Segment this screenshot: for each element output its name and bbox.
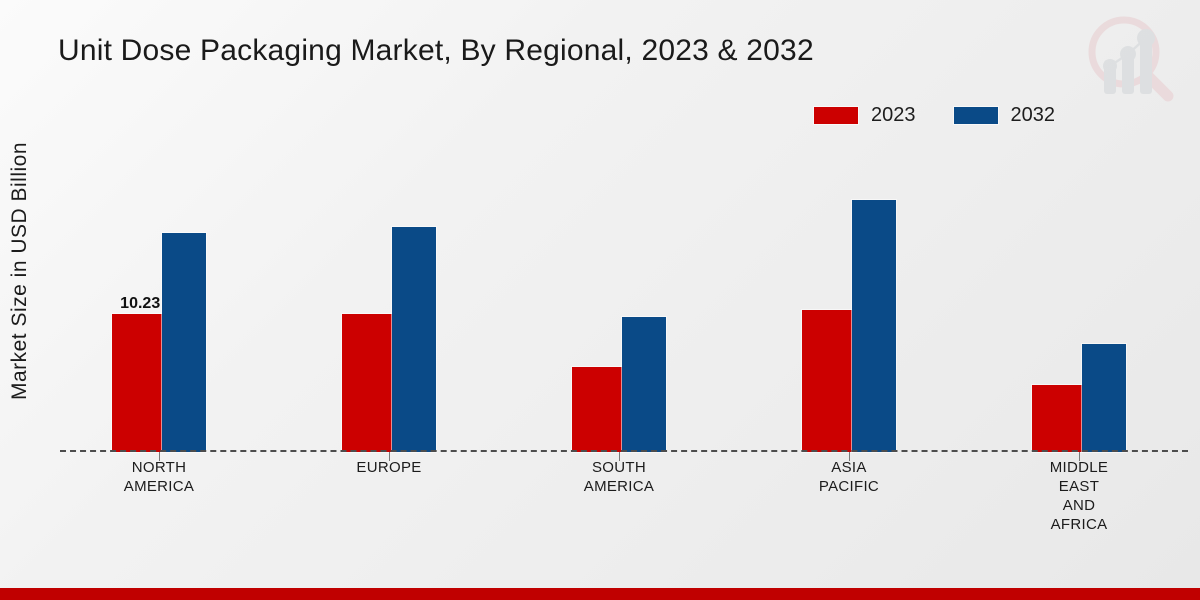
legend-swatch-2023	[814, 107, 858, 124]
bar-group	[964, 140, 1194, 461]
x-axis-baseline	[60, 450, 1188, 452]
bar-2032-south-america[interactable]	[622, 317, 666, 452]
legend-item-2023[interactable]: 2023	[814, 104, 916, 127]
page-title: Unit Dose Packaging Market, By Regional,…	[58, 34, 814, 67]
category-label-line: AFRICA	[1050, 516, 1108, 533]
category-label: NORTH AMERICA	[44, 458, 274, 534]
category-label-line: SOUTH	[592, 459, 646, 476]
legend-label-2023: 2023	[871, 104, 916, 126]
category-label-line: EAST	[1058, 478, 1100, 495]
category-label-line: NORTH	[131, 459, 187, 476]
category-label-line: AMERICA	[123, 478, 195, 495]
axis-tick	[1079, 452, 1080, 461]
axis-tick	[159, 452, 160, 461]
magnifier-bar-chart-logo	[1088, 16, 1174, 102]
bar-group: 10.23	[44, 140, 274, 461]
category-label-line: MIDDLE	[1049, 459, 1109, 476]
chart-legend: 2023 2032	[814, 104, 1055, 127]
category-label: SOUTH AMERICA	[504, 458, 734, 534]
category-label-line: PACIFIC	[818, 478, 880, 495]
bar-group	[734, 140, 964, 461]
category-label-line: AND	[1062, 497, 1096, 514]
bar-pair: 10.23	[112, 233, 206, 461]
legend-swatch-2032	[953, 107, 998, 124]
bar-2023-europe[interactable]	[342, 314, 392, 452]
bar-2023-south-america[interactable]	[572, 366, 622, 452]
legend-label-2032: 2032	[1010, 104, 1056, 126]
bar-group	[274, 140, 504, 461]
bar-group	[504, 140, 734, 461]
bar-2023-middle-east-and-africa[interactable]	[1032, 384, 1082, 452]
bar-2032-north-america[interactable]	[162, 233, 206, 452]
category-label-line: ASIA	[831, 459, 867, 476]
x-axis-category-labels: NORTH AMERICA EUROPE SOUTH AMERICA ASIA PACIFI…	[44, 458, 1194, 534]
category-label-line: EUROPE	[356, 459, 422, 476]
bar-2032-asia-pacific[interactable]	[852, 200, 896, 452]
chart-plot-area: 10.23	[44, 140, 1194, 461]
category-label: MIDDLE EAST AND AFRICA	[964, 458, 1194, 534]
bar-pair	[1032, 344, 1126, 461]
bar-value-label: 10.23	[120, 294, 161, 312]
bar-2023-north-america[interactable]: 10.23	[112, 295, 162, 452]
legend-item-2032[interactable]: 2032	[953, 104, 1056, 127]
bottom-accent-bar	[0, 588, 1200, 600]
category-label-line: AMERICA	[583, 478, 655, 495]
bar-2032-europe[interactable]	[392, 226, 436, 452]
bar-pair	[802, 200, 896, 461]
y-axis-title: Market Size in USD Billion	[0, 0, 42, 600]
bar-pair	[342, 226, 436, 461]
axis-tick	[389, 452, 390, 461]
bar-2032-middle-east-and-africa[interactable]	[1082, 344, 1126, 452]
category-label: EUROPE	[274, 458, 504, 534]
bar-pair	[572, 317, 666, 461]
axis-tick	[619, 452, 620, 461]
category-label: ASIA PACIFIC	[734, 458, 964, 534]
bar-groups: 10.23	[44, 140, 1194, 461]
axis-tick	[849, 452, 850, 461]
bar-2023-asia-pacific[interactable]	[802, 309, 852, 452]
y-axis-title-text: Market Size in USD Billion	[8, 141, 31, 401]
